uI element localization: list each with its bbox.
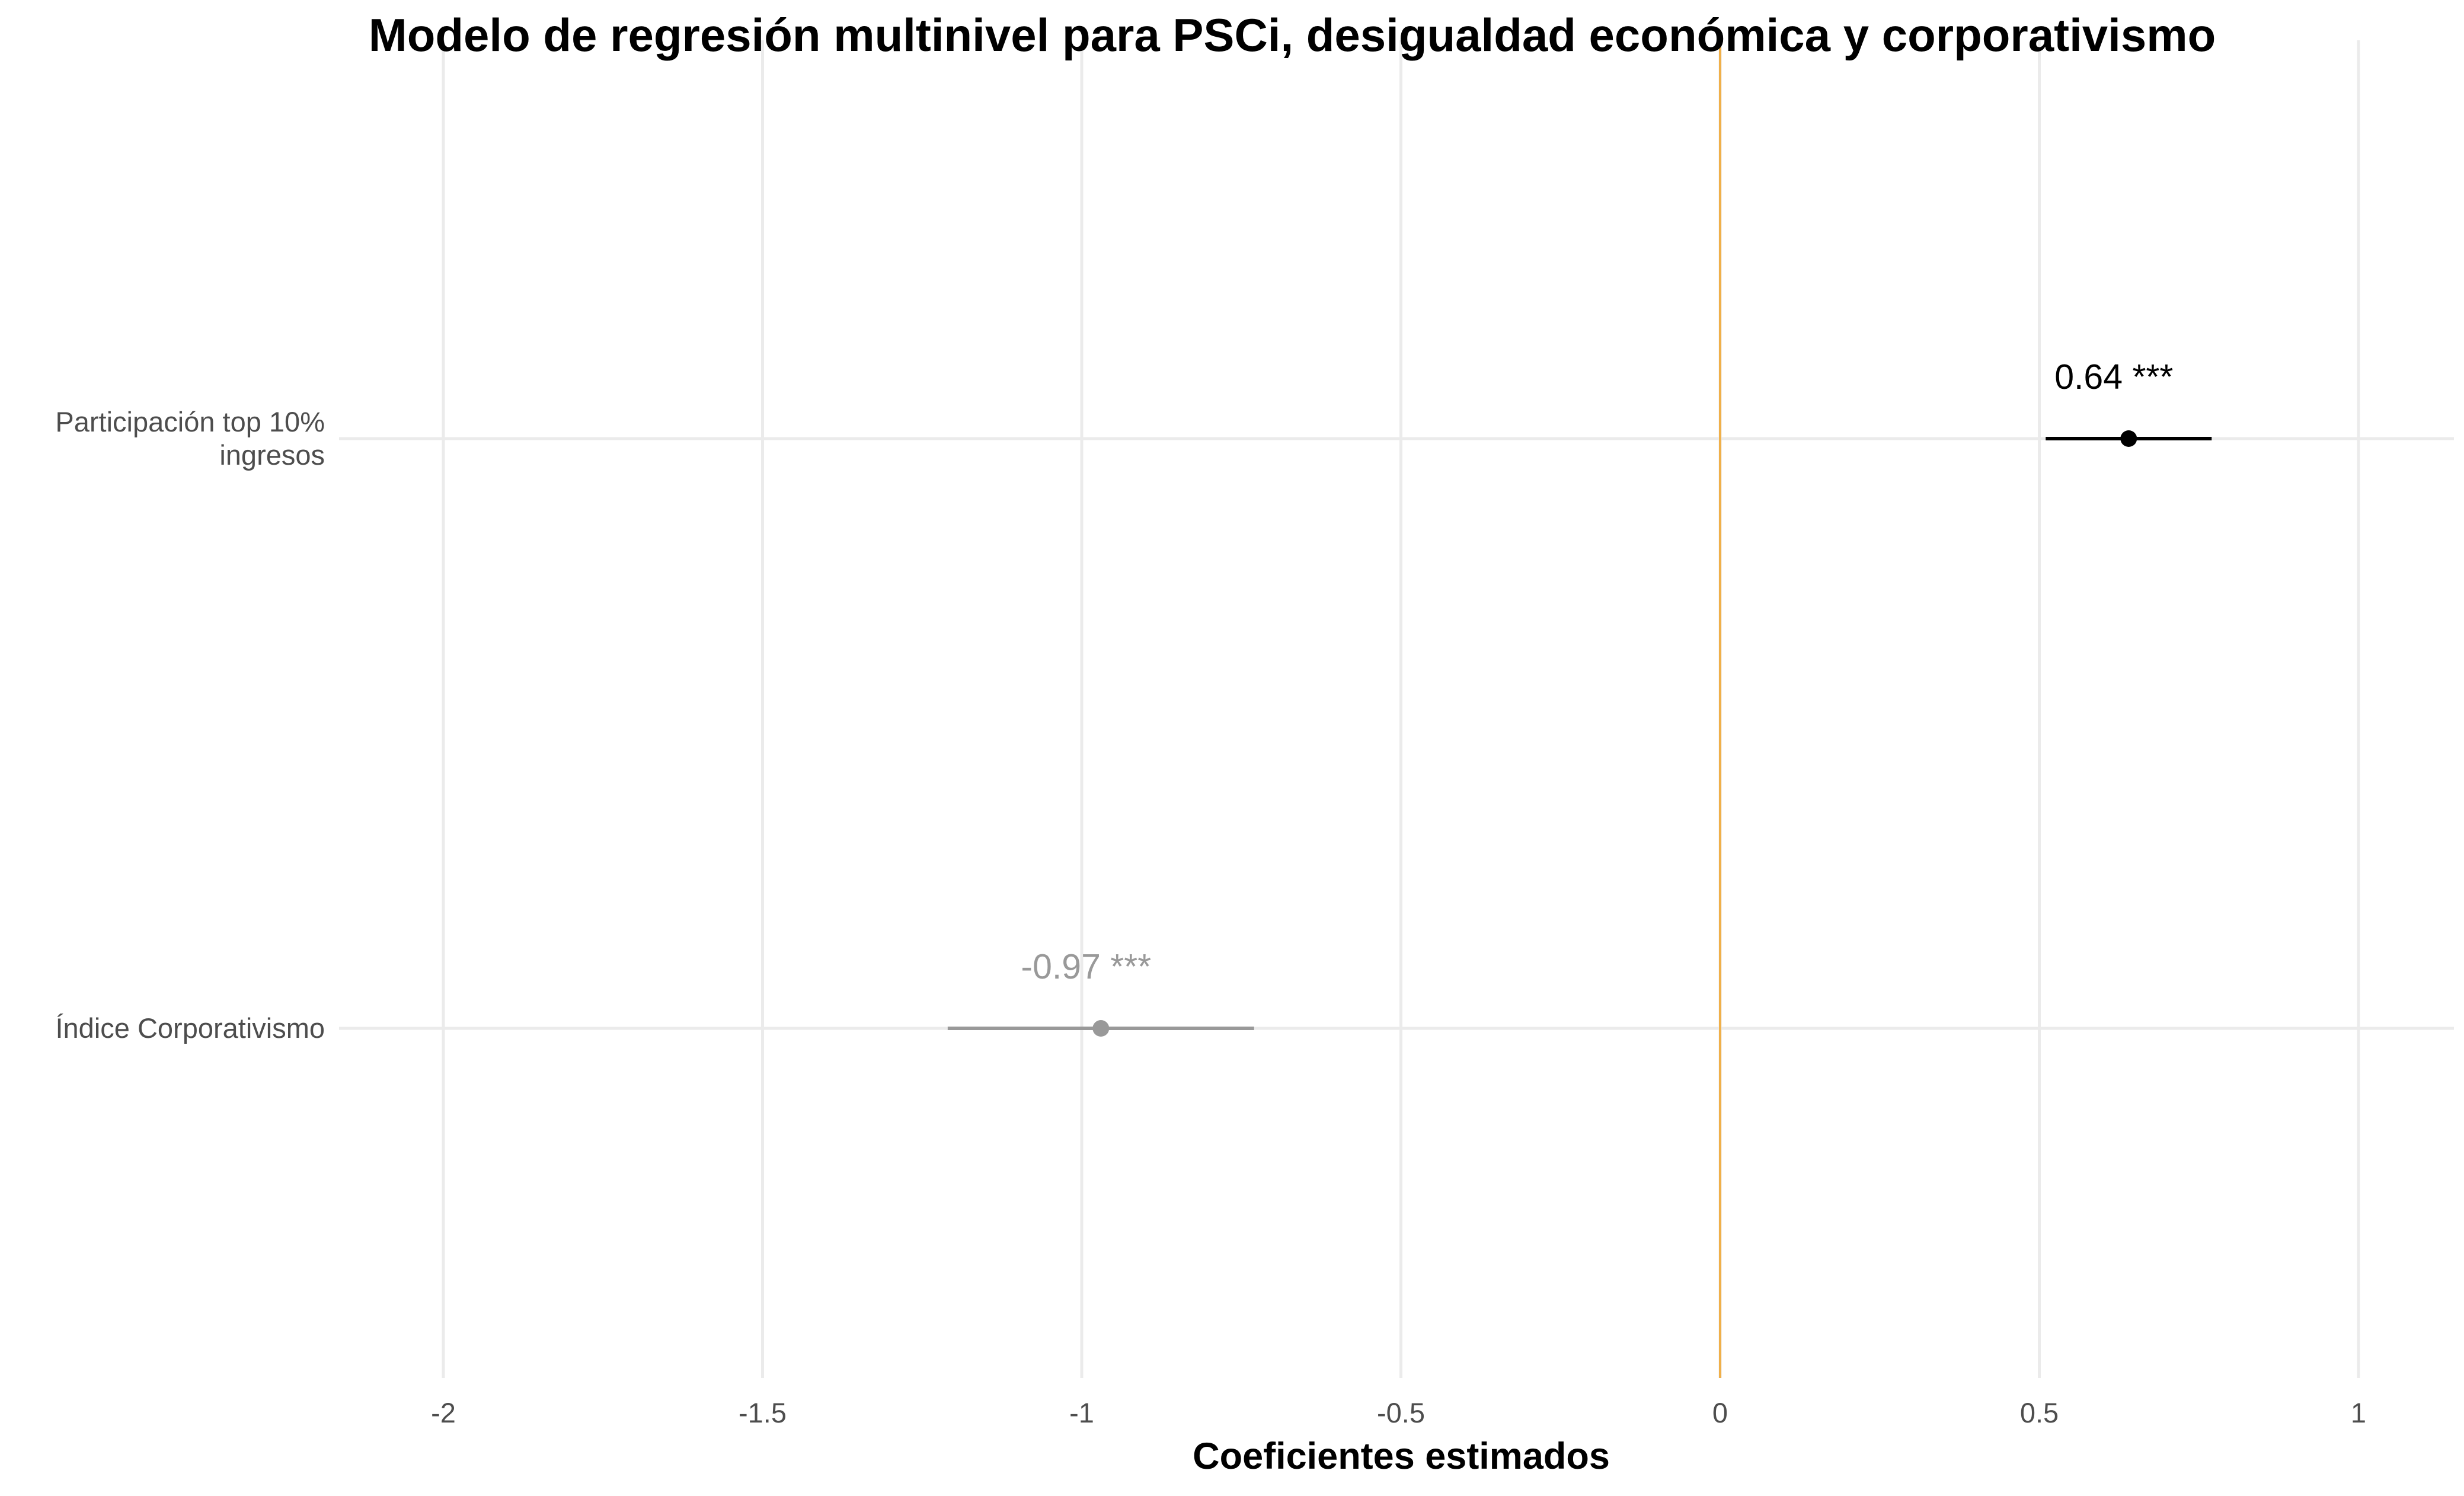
x-tick-label: -1.5	[739, 1397, 787, 1428]
x-tick-label: 0.5	[2020, 1397, 2059, 1428]
x-tick-label: 1	[2351, 1397, 2366, 1428]
coefficient-point	[1092, 1020, 1110, 1037]
y-tick-label-line: ingresos	[219, 439, 325, 471]
y-tick-label: Índice Corporativismo	[55, 1012, 325, 1044]
coefficient-label: -0.97 ***	[1021, 947, 1151, 986]
coefficient-point	[2120, 430, 2137, 447]
coefficient-label: 0.64 ***	[2054, 357, 2173, 397]
x-tick-label: 0	[1712, 1397, 1728, 1428]
y-tick-label-line: Participación top 10%	[55, 406, 325, 437]
x-tick-label: -2	[431, 1397, 456, 1428]
y-tick-label: Participación top 10% ingresos	[55, 406, 325, 471]
x-axis-title: Coeficientes estimados	[1193, 1436, 1610, 1477]
chart-title: Modelo de regresión multinivel para PSCi…	[369, 9, 2216, 61]
x-tick-label: -0.5	[1377, 1397, 1425, 1428]
x-tick-label: -1	[1069, 1397, 1094, 1428]
y-tick-label-line: Índice Corporativismo	[55, 1012, 325, 1044]
